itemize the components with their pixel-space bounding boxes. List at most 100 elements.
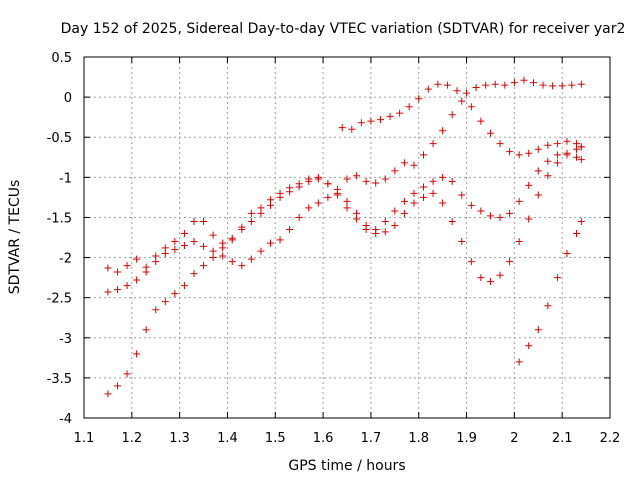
data-point — [161, 250, 169, 258]
data-point — [420, 183, 428, 191]
x-tick-label: 1.4 — [217, 431, 238, 446]
data-point — [180, 242, 188, 250]
data-point — [381, 228, 389, 236]
data-point — [439, 127, 447, 135]
data-point — [410, 199, 418, 207]
data-point — [477, 207, 485, 215]
data-point — [238, 262, 246, 270]
data-point — [381, 175, 389, 183]
data-point — [544, 141, 552, 149]
data-point — [190, 238, 198, 246]
data-point — [429, 189, 437, 197]
series-track-b — [104, 97, 585, 296]
data-point — [219, 244, 227, 252]
data-point — [286, 225, 294, 233]
data-point — [152, 306, 160, 314]
data-point — [367, 117, 375, 125]
data-point — [506, 258, 514, 266]
data-point — [343, 197, 351, 205]
x-tick-label: 1.5 — [265, 431, 286, 446]
data-point — [544, 172, 552, 180]
data-point — [305, 177, 313, 185]
y-tick-label: -2.5 — [47, 292, 72, 307]
data-point — [577, 80, 585, 88]
data-point — [553, 274, 561, 282]
data-point — [142, 326, 150, 334]
x-tick-labels: 1.1 1.2 1.3 1.4 1.5 1.6 1.7 1.8 1.9 2 2.1 2.2 — [74, 431, 621, 446]
data-point — [386, 112, 394, 120]
data-point — [391, 207, 399, 215]
data-point — [190, 270, 198, 278]
data-point — [506, 148, 514, 156]
data-points — [104, 76, 585, 398]
data-point — [372, 179, 380, 187]
data-point — [453, 87, 461, 95]
data-point — [209, 231, 217, 239]
data-point — [410, 189, 418, 197]
data-point — [200, 242, 208, 250]
data-point — [305, 204, 313, 212]
data-point — [439, 173, 447, 181]
data-point — [113, 286, 121, 294]
y-tick-label: -1 — [59, 171, 72, 186]
data-point — [525, 215, 533, 223]
data-point — [247, 255, 255, 263]
data-point — [553, 159, 561, 167]
data-point — [549, 82, 557, 90]
data-point — [510, 79, 518, 87]
data-point — [472, 83, 480, 91]
y-tick-label: -4 — [59, 412, 72, 427]
data-point — [577, 143, 585, 151]
data-point — [496, 271, 504, 279]
data-point — [276, 193, 284, 201]
data-point — [295, 213, 303, 221]
data-point — [257, 209, 265, 217]
x-tick-label: 1.3 — [169, 431, 190, 446]
data-point — [133, 255, 141, 263]
data-point — [228, 258, 236, 266]
data-point — [486, 129, 494, 137]
data-point — [123, 282, 131, 290]
data-point — [525, 149, 533, 157]
data-point — [467, 258, 475, 266]
data-point — [458, 191, 466, 199]
data-point — [228, 236, 236, 244]
y-tick-label: -0.5 — [47, 131, 72, 146]
data-point — [506, 209, 514, 217]
data-point — [568, 81, 576, 89]
data-point — [171, 238, 179, 246]
data-point — [257, 247, 265, 255]
data-point — [424, 85, 432, 93]
data-point — [573, 153, 581, 161]
data-point — [573, 140, 581, 148]
data-point — [525, 181, 533, 189]
series-track-d — [338, 76, 585, 133]
data-point — [376, 116, 384, 124]
data-point — [415, 95, 423, 103]
data-point — [429, 140, 437, 148]
data-point — [133, 276, 141, 284]
data-point — [391, 221, 399, 229]
data-point — [448, 217, 456, 225]
x-tick-label: 2.1 — [552, 431, 573, 446]
data-point — [171, 246, 179, 254]
data-point — [544, 157, 552, 165]
data-point — [152, 258, 160, 266]
data-point — [372, 225, 380, 233]
data-point — [553, 151, 561, 159]
data-point — [515, 151, 523, 159]
data-point — [357, 119, 365, 127]
data-point — [467, 201, 475, 209]
data-point — [520, 76, 528, 84]
data-point — [123, 262, 131, 270]
data-point — [161, 298, 169, 306]
data-point — [443, 81, 451, 89]
data-point — [324, 193, 332, 201]
data-point — [515, 238, 523, 246]
data-point — [247, 209, 255, 217]
y-axis-label: SDTVAR / TECUs — [7, 180, 23, 295]
x-axis-label: GPS time / hours — [288, 458, 405, 474]
y-tick-label: -3 — [59, 332, 72, 347]
data-point — [190, 217, 198, 225]
